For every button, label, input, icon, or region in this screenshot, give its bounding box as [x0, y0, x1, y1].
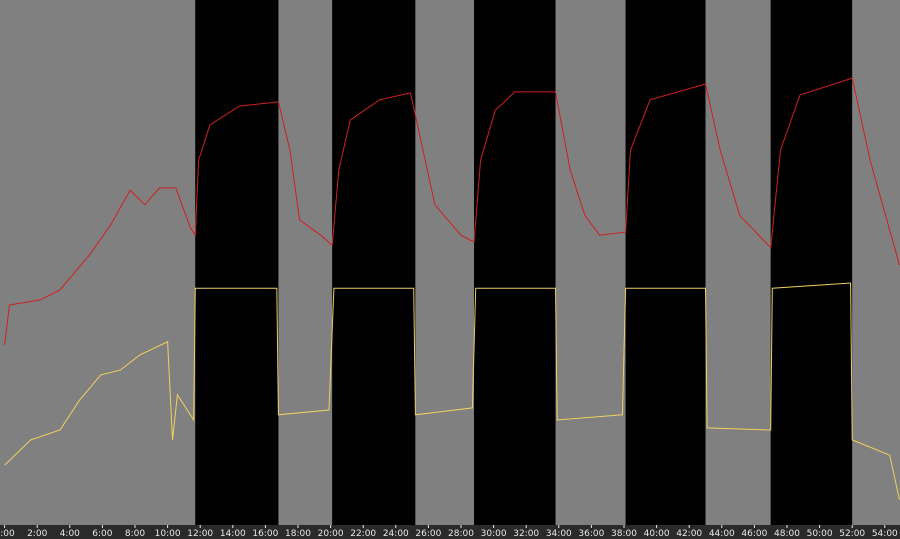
x-tick-label: 12:00: [187, 529, 213, 539]
phase-band: [625, 0, 706, 525]
phase-bands: [0, 0, 900, 525]
x-tick-label: 24:00: [383, 529, 409, 539]
x-axis: 0:00 2:00 4:00 6:00 8:00 10:00 12:00 14:00 16:00…: [0, 525, 898, 539]
phase-band: [415, 0, 475, 525]
series-line-0: [4, 77, 900, 345]
series-line-1: [4, 282, 900, 500]
x-tick-label: 14:00: [220, 529, 246, 539]
x-tick-label: 16:00: [252, 529, 278, 539]
x-tick-label: 6:00: [92, 529, 112, 539]
phase-band: [332, 0, 416, 525]
phase-band: [555, 0, 626, 525]
phase-band: [195, 0, 279, 525]
x-tick-label: 20:00: [318, 529, 344, 539]
x-tick-label: 42:00: [676, 529, 702, 539]
x-tick-label: 28:00: [448, 529, 474, 539]
x-axis-strip: [0, 525, 900, 539]
phase-band: [0, 0, 196, 525]
x-tick-label: 32:00: [513, 529, 539, 539]
x-tick-label: 30:00: [481, 529, 507, 539]
x-tick-label: 26:00: [415, 529, 441, 539]
x-tick-label: 38:00: [611, 529, 637, 539]
x-tick-label: 34:00: [546, 529, 572, 539]
x-tick-label: 22:00: [350, 529, 376, 539]
x-tick-label: 50:00: [807, 529, 833, 539]
series-lines: [4, 77, 900, 500]
x-tick-label: 8:00: [125, 529, 145, 539]
phase-band: [278, 0, 333, 525]
x-tick-label: 10:00: [155, 529, 181, 539]
phase-band: [852, 0, 900, 525]
phase-band: [770, 0, 853, 525]
x-tick-label: 4:00: [60, 529, 80, 539]
x-tick-label: 44:00: [709, 529, 735, 539]
x-tick-label: 54:00: [872, 529, 898, 539]
x-tick-label: 0:00: [0, 529, 15, 539]
x-tick-label: 18:00: [285, 529, 311, 539]
x-tick-label: 40:00: [644, 529, 670, 539]
phase-band: [474, 0, 556, 525]
x-tick-label: 36:00: [578, 529, 604, 539]
x-tick-label: 2:00: [27, 529, 47, 539]
x-tick-label: 46:00: [741, 529, 767, 539]
x-tick-label: 52:00: [839, 529, 865, 539]
phase-band: [705, 0, 771, 525]
x-tick-label: 48:00: [774, 529, 800, 539]
